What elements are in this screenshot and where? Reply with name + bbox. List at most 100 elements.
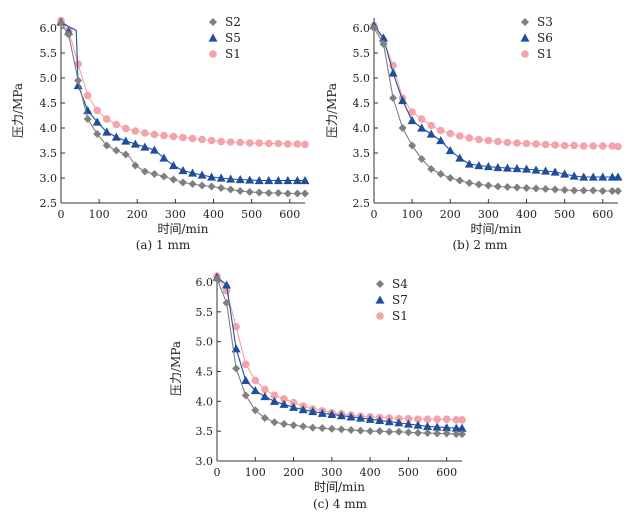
data-point xyxy=(346,412,356,421)
x-tick-label: 200 xyxy=(127,208,148,221)
data-point xyxy=(289,402,299,411)
legend: S3 S6 S1 xyxy=(520,15,553,61)
data-point xyxy=(197,170,207,179)
data-point xyxy=(413,428,422,437)
legend-marker xyxy=(521,18,529,26)
data-point xyxy=(417,155,426,163)
data-point xyxy=(255,188,264,197)
series-line xyxy=(60,21,305,182)
x-tick-label: 300 xyxy=(478,208,499,221)
data-point xyxy=(337,425,346,434)
y-tick-label: 4.5 xyxy=(40,97,58,110)
data-point xyxy=(598,142,607,150)
data-point xyxy=(384,417,394,426)
data-point xyxy=(159,153,169,162)
data-point xyxy=(433,415,441,424)
data-point xyxy=(188,168,198,177)
data-point xyxy=(284,140,292,148)
data-point xyxy=(207,172,217,181)
data-point xyxy=(513,139,521,147)
data-point xyxy=(300,176,310,185)
data-point xyxy=(251,376,260,385)
data-point xyxy=(241,375,251,385)
data-point xyxy=(150,170,159,178)
data-point xyxy=(408,141,417,150)
data-point xyxy=(417,123,427,132)
legend-marker xyxy=(209,50,217,58)
x-tick-label: 500 xyxy=(241,208,262,221)
data-point xyxy=(389,94,398,102)
data-point xyxy=(403,419,413,428)
data-point xyxy=(408,108,416,116)
series-line xyxy=(60,22,305,195)
x-tick-label: 100 xyxy=(89,208,110,221)
data-point xyxy=(92,117,102,126)
data-point xyxy=(301,189,309,198)
data-point xyxy=(140,167,149,176)
legend: S4 S7 S1 xyxy=(375,277,408,323)
data-point xyxy=(226,138,235,146)
x-tick-label: 600 xyxy=(436,466,457,479)
y-tick-label: 3.0 xyxy=(40,172,58,185)
data-point xyxy=(432,422,442,431)
data-point xyxy=(270,391,279,400)
data-point xyxy=(446,129,455,138)
data-point xyxy=(388,68,398,77)
data-point xyxy=(298,405,308,414)
data-point xyxy=(484,181,493,190)
x-axis-label: 时间/min xyxy=(158,222,209,236)
data-point xyxy=(317,408,327,417)
data-point xyxy=(570,141,578,150)
data-point xyxy=(423,421,433,430)
data-point xyxy=(512,164,522,173)
data-point xyxy=(179,178,187,187)
y-tick-label: 2.5 xyxy=(40,197,58,210)
data-point xyxy=(531,165,541,174)
data-point xyxy=(222,287,231,295)
y-tick-label: 5.5 xyxy=(40,47,58,60)
data-point xyxy=(560,169,570,178)
data-point xyxy=(269,396,279,405)
data-point xyxy=(178,166,188,175)
data-point xyxy=(236,187,245,195)
x-tick-label: 200 xyxy=(283,466,304,479)
data-point xyxy=(407,116,417,125)
data-point xyxy=(73,81,83,90)
data-point xyxy=(217,184,226,192)
data-point xyxy=(588,172,598,181)
series-S1 xyxy=(370,21,622,151)
data-point xyxy=(254,176,264,185)
data-point xyxy=(589,142,598,150)
data-point xyxy=(541,166,551,175)
data-point xyxy=(475,135,483,144)
data-point xyxy=(283,189,292,198)
y-tick-label: 3.5 xyxy=(40,147,58,160)
data-point xyxy=(102,127,112,136)
series-line xyxy=(373,25,619,148)
data-point xyxy=(327,409,337,419)
data-point xyxy=(484,136,493,145)
subplot-caption: (b) 2 mm xyxy=(452,238,508,252)
data-point xyxy=(131,161,140,170)
y-tick-label: 3.5 xyxy=(196,425,214,438)
data-point xyxy=(112,146,121,155)
legend-marker xyxy=(209,18,217,26)
series-S1 xyxy=(213,272,466,424)
data-point xyxy=(503,138,512,147)
subplot-caption: (a) 1 mm xyxy=(136,238,191,252)
data-point xyxy=(442,415,451,424)
x-tick-label: 400 xyxy=(360,466,381,479)
data-point xyxy=(226,185,235,194)
y-tick-label: 6.0 xyxy=(40,22,58,35)
series-S1 xyxy=(57,16,309,149)
y-tick-label: 4.0 xyxy=(353,122,371,135)
legend-label: S5 xyxy=(225,31,241,45)
data-point xyxy=(102,115,111,123)
data-point xyxy=(614,187,622,195)
data-point xyxy=(589,186,598,195)
x-tick-label: 0 xyxy=(214,466,221,479)
data-point xyxy=(289,398,298,407)
data-point xyxy=(442,429,451,438)
data-point xyxy=(236,138,244,147)
data-point xyxy=(458,416,466,424)
